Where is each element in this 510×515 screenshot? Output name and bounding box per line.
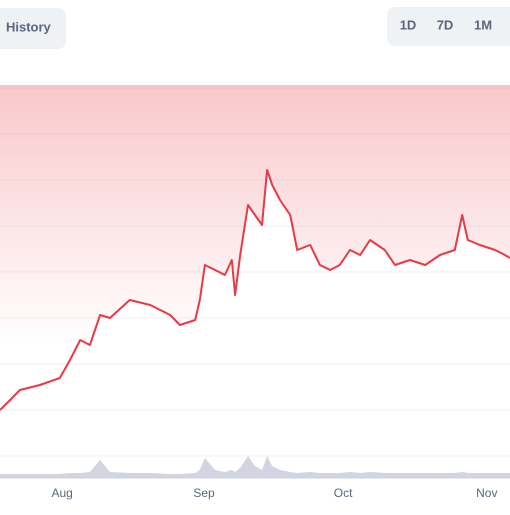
x-tick-label: Oct — [334, 486, 353, 500]
x-tick-label: Aug — [51, 486, 72, 500]
range-selector — [387, 7, 510, 46]
history-label[interactable]: History — [6, 19, 52, 34]
x-tick-label: Nov — [476, 486, 497, 500]
x-tick-label: Sep — [193, 486, 215, 500]
range-button[interactable]: 7D — [437, 17, 454, 32]
volume-area — [0, 456, 510, 478]
range-button[interactable]: 1D — [400, 17, 417, 32]
range-button[interactable]: 1M — [474, 17, 492, 32]
price-line — [0, 169, 510, 411]
history-button[interactable] — [0, 8, 66, 49]
area-fill — [0, 85, 510, 410]
